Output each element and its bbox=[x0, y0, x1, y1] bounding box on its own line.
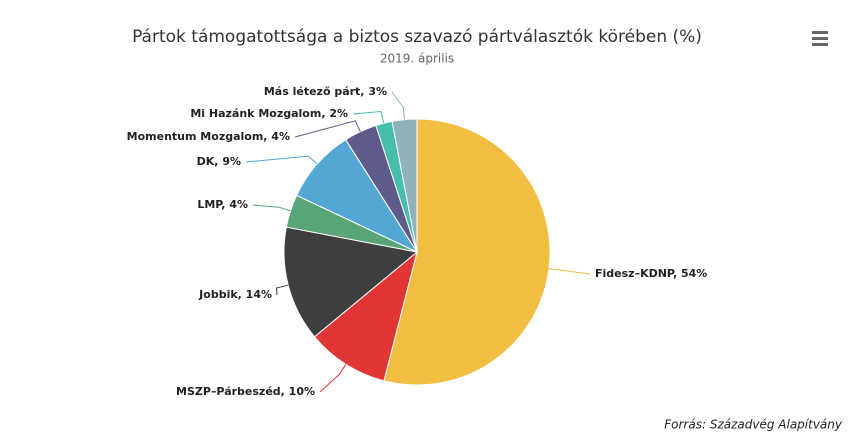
chart-subtitle: 2019. április bbox=[380, 52, 454, 66]
data-label: Momentum Mozgalom, 4% bbox=[127, 130, 290, 143]
source-note: Forrás: Századvég Alapítvány bbox=[664, 418, 843, 432]
data-label: LMP, 4% bbox=[197, 198, 248, 211]
data-label: MSZP–Párbeszéd, 10% bbox=[176, 385, 315, 398]
pie-slice bbox=[383, 118, 551, 386]
connector bbox=[391, 91, 405, 120]
data-label: Jobbik, 14% bbox=[198, 288, 272, 301]
menu-bar bbox=[812, 31, 828, 34]
pie-slice bbox=[283, 226, 419, 338]
menu-bar bbox=[812, 43, 828, 46]
connector bbox=[352, 111, 385, 124]
pie-slice bbox=[391, 118, 418, 253]
connector bbox=[548, 268, 591, 275]
data-label: Más létező párt, 3% bbox=[264, 85, 387, 98]
data-label: Mi Hazánk Mozgalom, 2% bbox=[190, 107, 348, 120]
connector bbox=[245, 155, 318, 165]
menu-bar bbox=[812, 37, 828, 40]
connector bbox=[319, 364, 347, 393]
data-label: DK, 9% bbox=[197, 155, 241, 168]
connector bbox=[294, 120, 361, 138]
connector bbox=[252, 204, 291, 212]
menu-button[interactable] bbox=[812, 31, 828, 46]
connector bbox=[276, 284, 289, 296]
pie-slice bbox=[313, 250, 418, 382]
data-label: Fidesz–KDNP, 54% bbox=[595, 267, 707, 280]
chart-title: Pártok támogatottsága a biztos szavazó p… bbox=[132, 27, 702, 47]
